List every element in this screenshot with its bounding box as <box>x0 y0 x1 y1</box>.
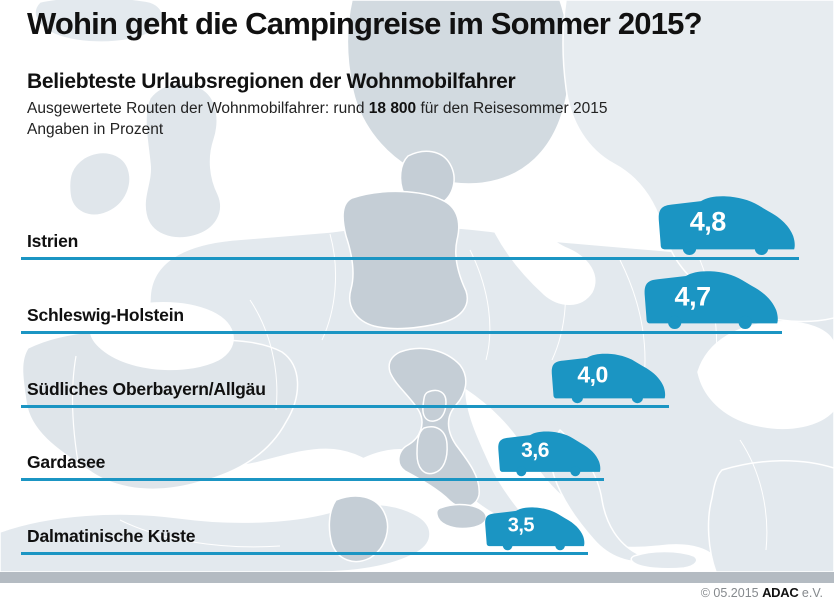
chart-note: Ausgewertete Routen der Wohnmobilfahrer:… <box>27 100 607 118</box>
unit-note: Angaben in Prozent <box>27 121 164 138</box>
region-label: Südliches Oberbayern/Allgäu <box>27 379 266 399</box>
note-suffix: für den Reisesommer 2015 <box>416 100 608 117</box>
camper-van-icon: 4,7 <box>639 268 780 330</box>
value-label: 4,0 <box>577 361 608 388</box>
bar-line <box>21 552 588 555</box>
region-label: Istrien <box>27 231 79 251</box>
camper-van-icon: 4,8 <box>653 193 797 256</box>
chart-title: Wohin geht die Campingreise im Sommer 20… <box>27 6 703 41</box>
camper-van-icon: 3,5 <box>481 505 586 551</box>
header: Wohin geht die Campingreise im Sommer 20… <box>27 6 703 41</box>
camper-van-shape <box>658 196 795 256</box>
camper-van-icon: 4,0 <box>547 351 667 404</box>
bar-line <box>21 257 799 260</box>
note-prefix: Ausgewertete Routen der Wohnmobilfahrer:… <box>27 100 369 117</box>
value-label: 4,8 <box>689 206 727 237</box>
map-sicily <box>435 503 488 530</box>
map-iceland <box>34 0 164 43</box>
region-label: Dalmatinische Küste <box>27 526 196 546</box>
map-crete <box>630 550 698 570</box>
map-uk <box>144 82 222 239</box>
camper-van-icon: 3,6 <box>494 429 602 477</box>
footer-divider-bar <box>0 572 834 583</box>
camper-van-shape <box>551 353 666 404</box>
region-label: Schleswig-Holstein <box>27 305 184 325</box>
bar-line <box>21 405 669 408</box>
note-routes-count: 18 800 <box>368 100 417 117</box>
value-label: 4,7 <box>674 281 712 312</box>
camper-van-shape <box>644 271 778 330</box>
bar-line <box>21 331 782 334</box>
map-border-portugal <box>71 355 81 475</box>
copyright-suffix: e.V. <box>798 586 823 600</box>
value-label: 3,6 <box>521 439 549 463</box>
map-ireland <box>68 151 131 216</box>
map-sardinia <box>416 426 448 475</box>
map-turkey <box>707 459 834 572</box>
chart-subtitle: Beliebteste Urlaubsregionen der Wohnmobi… <box>27 70 516 93</box>
map-germany <box>342 190 468 330</box>
camper-van-shape <box>498 431 601 477</box>
map-tunisia <box>328 495 389 563</box>
map-bay-of-biscay <box>89 302 234 371</box>
chart-rows: Istrien 4,8 Schleswig-Holstein <box>21 193 799 555</box>
footer-credit: © 05.2015 ADAC e.V. <box>701 585 823 600</box>
value-label: 3,5 <box>507 514 535 537</box>
region-label: Gardasee <box>27 452 106 472</box>
map-black-sea <box>697 321 834 429</box>
copyright-date: © 05.2015 <box>700 586 763 600</box>
adac-brand: ADAC <box>762 585 799 600</box>
bar-line <box>21 478 604 481</box>
camper-van-shape <box>485 507 585 551</box>
